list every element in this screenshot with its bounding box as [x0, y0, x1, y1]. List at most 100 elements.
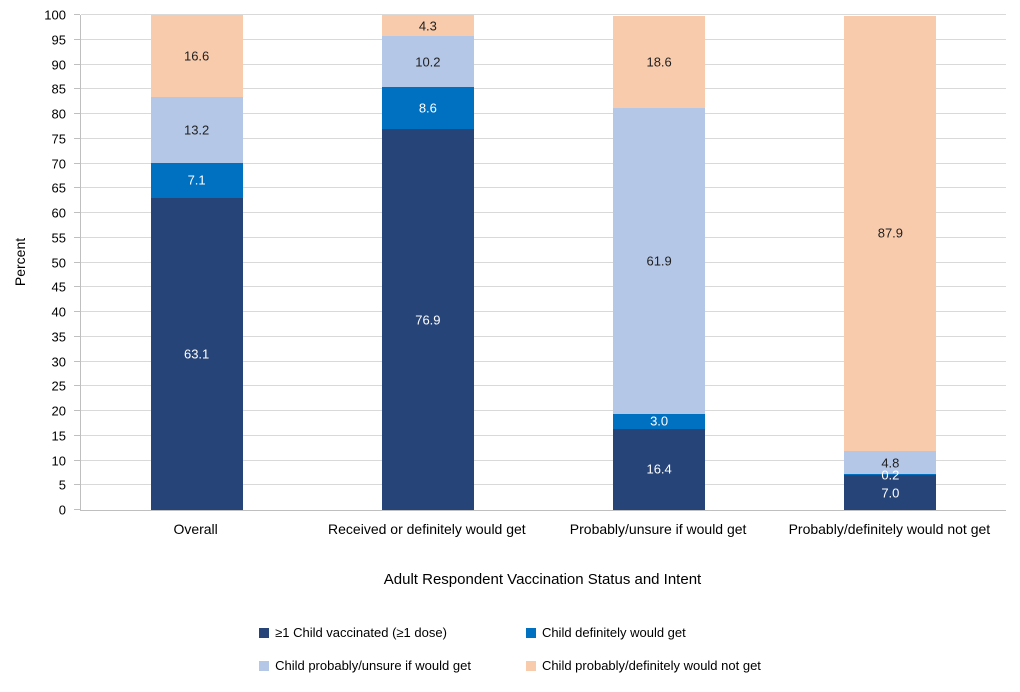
y-tick-mark: [74, 187, 80, 189]
bar-segment: 63.1: [150, 197, 243, 510]
bar-segment: 10.2: [381, 36, 474, 87]
bar-segment: 7.1: [150, 162, 243, 198]
y-tick-label: 35: [51, 329, 66, 345]
gridline: [81, 385, 1006, 387]
gridlines: [81, 14, 1006, 510]
bar-segment: 0.2: [844, 468, 937, 481]
y-tick-mark: [74, 459, 80, 461]
y-tick-label: 70: [51, 156, 66, 171]
bar-segment: 61.9: [613, 107, 706, 414]
bar-value-label: 63.1: [183, 346, 210, 362]
bar-segment: 16.6: [150, 15, 243, 98]
gridline: [81, 335, 1006, 337]
y-tick-mark: [74, 162, 80, 164]
y-tick-mark: [74, 360, 80, 362]
y-tick-label: 60: [51, 205, 66, 221]
gridline: [81, 484, 1006, 486]
y-tick-label: 0: [58, 502, 66, 518]
x-category-label: Received or definitely would get: [328, 521, 526, 537]
bar-value-label: 13.2: [183, 122, 210, 138]
y-tick-mark: [74, 88, 80, 90]
x-category-label: Overall: [173, 521, 218, 537]
bar-segment: 8.6: [381, 86, 474, 130]
y-tick-mark: [74, 212, 80, 213]
x-category-label: Probably/definitely would not get: [788, 521, 991, 537]
bar-value-label: 7.1: [187, 172, 206, 188]
y-tick-mark: [74, 335, 80, 337]
bar-column: 16.4 3.0 61.9 18.6: [544, 15, 775, 510]
gridline: [81, 286, 1006, 288]
bar-column: 7.0 0.2 4.8 87.9: [775, 15, 1006, 510]
gridline: [81, 113, 1006, 114]
y-tick-label: 30: [51, 354, 66, 369]
bars: 63.1 7.1 13.2 16.6 76.9 8.6 10.2 4.3 16.4 3.0 61.9…: [81, 15, 1006, 510]
y-tick-label: 25: [51, 378, 66, 394]
bar-segment: 7.0: [844, 475, 937, 510]
y-tick-mark: [74, 137, 80, 139]
y-tick-mark: [74, 236, 80, 238]
bar-segment: 3.0: [613, 413, 706, 429]
y-tick-mark: [74, 311, 80, 312]
bar-value-label: 61.9: [646, 253, 672, 269]
legend: ≥1 Child vaccinated (≥1 dose) Child defin…: [0, 626, 1020, 672]
gridline: [81, 162, 1006, 164]
gridline: [81, 360, 1006, 362]
bar-value-label: 10.2: [415, 54, 441, 70]
y-tick-mark: [74, 38, 80, 40]
gridline: [81, 88, 1006, 90]
y-tick-label: 55: [51, 230, 66, 246]
bar-value-label: 8.6: [418, 100, 437, 116]
stacked-bar: 16.4 3.0 61.9 18.6: [613, 15, 706, 510]
y-tick-label: 65: [51, 180, 66, 196]
bar-value-label: 4.8: [881, 455, 900, 470]
bar-value-label: 16.4: [646, 461, 672, 477]
legend-item: ≥1 Child vaccinated (≥1 dose): [259, 626, 447, 639]
y-tick-mark: [74, 63, 80, 65]
y-tick-label: 100: [44, 7, 66, 23]
gridline: [81, 410, 1006, 411]
gridline: [81, 236, 1006, 238]
legend-label: Child probably/unsure if would get: [275, 658, 471, 673]
y-tick-label: 40: [51, 304, 66, 320]
bar-value-label: 18.6: [646, 54, 672, 70]
y-axis: 0 5 10 15 20 25 30 35 40 45 50 55 60 65 70 75 80 85 90 95 10…: [0, 9, 80, 517]
gridline: [81, 14, 1006, 15]
y-tick-label: 80: [51, 106, 66, 122]
bar-segment: 18.6: [613, 15, 706, 108]
bar-value-label: 3.0: [650, 413, 669, 429]
bar-value-label: 87.9: [877, 225, 904, 241]
y-tick-label: 20: [51, 403, 66, 419]
gridline: [81, 187, 1006, 189]
bar-segment: 87.9: [844, 15, 937, 451]
y-tick-label: 5: [58, 477, 66, 493]
bar-segment: 4.3: [381, 15, 474, 37]
gridline: [81, 311, 1006, 312]
gridline: [81, 137, 1006, 139]
y-tick-mark: [74, 14, 80, 15]
x-axis-categories: Overall Received or definitely would get P…: [80, 520, 1005, 539]
gridline: [81, 434, 1006, 436]
bar-segment: 4.8: [844, 450, 937, 475]
gridline: [81, 38, 1006, 40]
gridline: [81, 212, 1006, 213]
y-tick-mark: [74, 484, 80, 486]
y-tick-label: 85: [51, 81, 66, 97]
bar-segment: 76.9: [381, 129, 474, 510]
y-tick-label: 75: [51, 131, 66, 147]
y-tick-mark: [74, 434, 80, 436]
bar-value-label: 76.9: [415, 312, 441, 328]
legend-swatch-icon: [259, 627, 270, 638]
stacked-bar: 63.1 7.1 13.2 16.6: [150, 15, 243, 510]
plot-area: 63.1 7.1 13.2 16.6 76.9 8.6 10.2 4.3 16.4 3.0 61.9…: [80, 14, 1006, 511]
bar-value-label: 0.2: [881, 467, 900, 483]
legend-swatch-icon: [525, 627, 536, 638]
y-tick-label: 50: [51, 255, 66, 270]
x-axis-title: Adult Respondent Vaccination Status and …: [383, 571, 702, 588]
gridline: [81, 459, 1006, 461]
legend-swatch-icon: [525, 660, 536, 671]
y-tick-mark: [74, 410, 80, 411]
y-tick-label: 15: [51, 428, 66, 444]
y-tick-mark: [74, 385, 80, 387]
bar-segment: 16.4: [613, 428, 706, 510]
